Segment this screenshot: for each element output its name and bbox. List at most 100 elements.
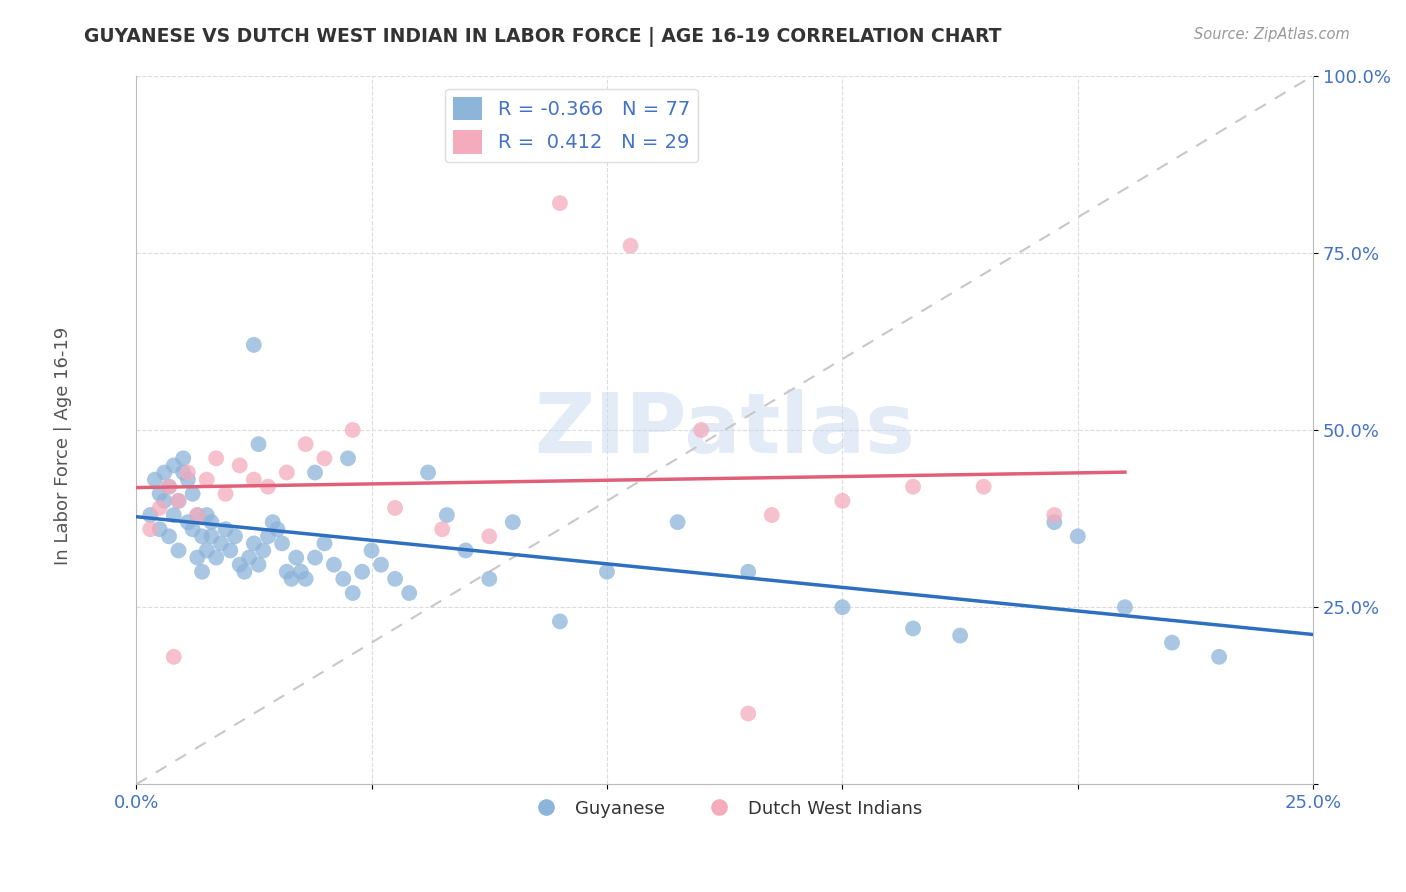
Point (1043, 508, 1066, 522)
Point (228, 458, 250, 473)
Point (157, 480, 180, 494)
Point (314, 451, 336, 466)
Point (1208, 649, 1230, 664)
Point (252, 543, 274, 558)
Point (1043, 515, 1066, 529)
Point (342, 423, 364, 437)
Point (163, 508, 186, 522)
Point (214, 487, 236, 501)
Point (478, 572, 501, 586)
Text: In Labor Force | Age 16-19: In Labor Force | Age 16-19 (55, 326, 72, 566)
Point (172, 451, 194, 466)
Point (191, 529, 214, 543)
Point (1067, 529, 1090, 543)
Point (973, 480, 995, 494)
Point (149, 487, 172, 501)
Point (761, 508, 783, 522)
Text: Source: ZipAtlas.com: Source: ZipAtlas.com (1194, 27, 1350, 42)
Point (294, 572, 316, 586)
Point (257, 480, 280, 494)
Point (172, 466, 194, 480)
Point (352, 565, 374, 579)
Point (163, 649, 186, 664)
Point (177, 515, 200, 529)
Point (901, 622, 924, 636)
Point (271, 536, 294, 550)
Text: ZIPatlas: ZIPatlas (534, 390, 915, 470)
Point (831, 600, 853, 615)
Point (619, 238, 641, 252)
Point (181, 487, 204, 501)
Point (294, 437, 316, 451)
Point (290, 565, 312, 579)
Point (370, 558, 392, 572)
Point (262, 515, 284, 529)
Point (167, 494, 190, 508)
Point (737, 565, 759, 579)
Point (186, 550, 208, 565)
Point (247, 437, 270, 451)
Point (143, 473, 166, 487)
Point (322, 558, 344, 572)
Point (430, 522, 453, 536)
Point (205, 451, 228, 466)
Point (596, 565, 619, 579)
Point (332, 572, 354, 586)
Point (243, 338, 266, 352)
Point (243, 473, 266, 487)
Point (157, 529, 180, 543)
Point (398, 586, 420, 600)
Point (416, 466, 439, 480)
Point (1161, 635, 1184, 649)
Point (280, 572, 302, 586)
Point (191, 565, 214, 579)
Point (177, 466, 200, 480)
Point (548, 615, 571, 629)
Legend: Guyanese, Dutch West Indians: Guyanese, Dutch West Indians (520, 793, 929, 825)
Point (181, 522, 204, 536)
Point (478, 529, 501, 543)
Point (276, 466, 298, 480)
Point (149, 500, 172, 515)
Point (224, 529, 246, 543)
Point (139, 508, 162, 522)
Point (737, 706, 759, 721)
Point (266, 522, 288, 536)
Point (454, 543, 477, 558)
Point (1114, 600, 1136, 615)
Point (901, 480, 924, 494)
Point (360, 543, 382, 558)
Point (163, 458, 186, 473)
Point (219, 543, 242, 558)
Point (200, 529, 222, 543)
Point (384, 500, 406, 515)
Point (666, 515, 689, 529)
Point (200, 515, 222, 529)
Point (214, 522, 236, 536)
Point (149, 522, 172, 536)
Point (243, 536, 266, 550)
Point (949, 629, 972, 643)
Point (186, 508, 208, 522)
Point (276, 565, 298, 579)
Point (548, 196, 571, 211)
Point (247, 558, 270, 572)
Point (304, 466, 326, 480)
Point (195, 543, 218, 558)
Point (177, 473, 200, 487)
Point (502, 515, 524, 529)
Point (690, 423, 713, 437)
Point (304, 550, 326, 565)
Point (831, 494, 853, 508)
Point (384, 572, 406, 586)
Point (209, 536, 232, 550)
Point (337, 451, 360, 466)
Point (186, 508, 208, 522)
Point (205, 550, 228, 565)
Point (342, 586, 364, 600)
Point (228, 558, 250, 572)
Point (153, 466, 176, 480)
Point (233, 565, 256, 579)
Point (238, 550, 260, 565)
Point (314, 536, 336, 550)
